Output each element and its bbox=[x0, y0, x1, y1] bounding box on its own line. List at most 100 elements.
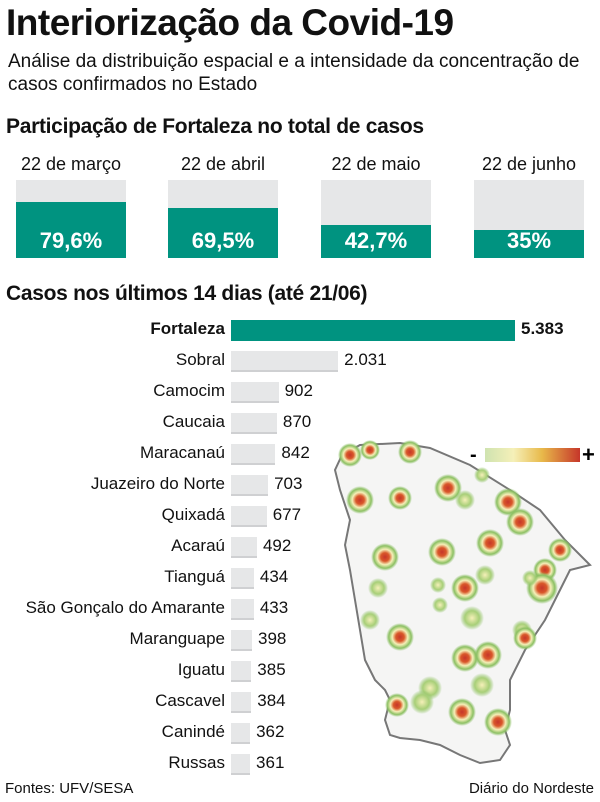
heat-spot bbox=[385, 693, 409, 717]
heat-spot bbox=[432, 597, 448, 613]
category-label: Fortaleza bbox=[150, 319, 225, 338]
bar-row: Fortaleza 5.383 bbox=[0, 318, 600, 342]
share-box: 35% bbox=[474, 180, 584, 258]
bar-row: Acaraú 492 bbox=[0, 535, 600, 559]
bar-row: Camocim 902 bbox=[0, 380, 600, 404]
bar-row: Maracanaú 842 bbox=[0, 442, 600, 466]
value-label: 362 bbox=[256, 722, 285, 741]
bar-row: São Gonçalo do Amarante 433 bbox=[0, 597, 600, 621]
heat-spot bbox=[474, 467, 490, 483]
category-label: Maranguape bbox=[129, 629, 225, 648]
bar bbox=[231, 754, 251, 775]
category-label: Canindé bbox=[161, 722, 225, 741]
category-label: São Gonçalo do Amarante bbox=[25, 598, 225, 617]
heat-spot bbox=[475, 565, 495, 585]
bar-row: Sobral 2.031 bbox=[0, 349, 600, 373]
value-label: 5.383 bbox=[521, 319, 564, 338]
heat-spot bbox=[506, 508, 534, 536]
source-note: Fontes: UFV/SESA bbox=[5, 780, 134, 797]
heat-spot bbox=[476, 529, 504, 557]
category-label: Sobral bbox=[175, 350, 225, 369]
bar bbox=[231, 506, 267, 527]
category-label: Juazeiro do Norte bbox=[90, 474, 225, 493]
category-label: Quixadá bbox=[161, 505, 225, 524]
heat-spot bbox=[451, 574, 479, 602]
value-label: 433 bbox=[259, 598, 289, 617]
heat-spot bbox=[470, 673, 494, 697]
heat-spot bbox=[448, 698, 476, 726]
value-label: 2.031 bbox=[344, 350, 387, 369]
bar bbox=[231, 723, 251, 744]
value-label: 434 bbox=[259, 567, 289, 586]
bar bbox=[231, 568, 254, 589]
heat-spot bbox=[360, 440, 380, 460]
category-label: Cascavel bbox=[155, 691, 225, 710]
category-label: Russas bbox=[168, 753, 225, 772]
legend-gradient bbox=[485, 448, 580, 462]
heat-spot bbox=[338, 443, 362, 467]
heat-spot bbox=[371, 543, 399, 571]
value-label: 384 bbox=[257, 691, 286, 710]
ceara-heatmap: - + bbox=[333, 440, 595, 765]
legend-max: + bbox=[582, 442, 595, 467]
bar bbox=[231, 351, 339, 372]
heat-spot bbox=[513, 626, 537, 650]
bar-row: Russas 361 bbox=[0, 752, 600, 776]
heat-spot bbox=[522, 570, 538, 586]
heat-spot bbox=[398, 440, 422, 464]
bar-row: Tianguá 434 bbox=[0, 566, 600, 590]
category-label: Caucaia bbox=[162, 412, 225, 431]
bar bbox=[231, 475, 269, 496]
value-label: 870 bbox=[282, 412, 312, 431]
value-label: 677 bbox=[272, 505, 302, 524]
share-box: 69,5% bbox=[168, 180, 278, 258]
heat-spot bbox=[360, 610, 380, 630]
bar-row: Canindé 362 bbox=[0, 721, 600, 745]
bar-row: Quixadá 677 bbox=[0, 504, 600, 528]
page-title: Interiorização da Covid-19 bbox=[6, 2, 454, 43]
value-label: 492 bbox=[262, 536, 292, 555]
category-label: Tianguá bbox=[164, 567, 225, 586]
heat-spot bbox=[388, 486, 412, 510]
bar bbox=[231, 320, 515, 341]
cases-chart-title: Casos nos últimos 14 dias (até 21/06) bbox=[6, 282, 368, 305]
share-chart-title: Participação de Fortaleza no total de ca… bbox=[6, 115, 424, 138]
data-label: 79,6% bbox=[39, 228, 103, 253]
data-label: 42,7% bbox=[344, 228, 408, 253]
tick-label: 22 de junho bbox=[481, 154, 577, 174]
bar bbox=[231, 630, 252, 651]
category-label: Camocim bbox=[153, 381, 225, 400]
heat-spot bbox=[434, 474, 462, 502]
legend-min: - bbox=[470, 444, 477, 466]
value-label: 398 bbox=[257, 629, 287, 648]
value-label: 385 bbox=[257, 660, 286, 679]
bar bbox=[231, 661, 252, 682]
share-box: 79,6% bbox=[16, 180, 126, 258]
heat-spot bbox=[548, 538, 572, 562]
category-label: Iguatu bbox=[177, 660, 225, 679]
bar-row: Juazeiro do Norte 703 bbox=[0, 473, 600, 497]
value-label: 902 bbox=[284, 381, 313, 400]
bar bbox=[231, 599, 254, 620]
heat-spot bbox=[455, 490, 475, 510]
heat-spot bbox=[428, 538, 456, 566]
bar bbox=[231, 537, 257, 558]
brand: Diário do Nordeste bbox=[468, 780, 594, 797]
data-label: 69,5% bbox=[191, 228, 255, 253]
tick-label: 22 de maio bbox=[331, 154, 421, 174]
share-bar bbox=[16, 202, 126, 258]
heat-spot bbox=[484, 708, 512, 736]
value-label: 361 bbox=[256, 753, 285, 772]
value-label: 703 bbox=[274, 474, 303, 493]
share-box: 42,7% bbox=[321, 180, 431, 258]
heat-spot bbox=[460, 606, 484, 630]
bar bbox=[231, 413, 277, 434]
bar-row: Iguatu 385 bbox=[0, 659, 600, 683]
bar bbox=[231, 444, 276, 465]
category-label: Maracanaú bbox=[139, 443, 225, 462]
share-bar bbox=[321, 225, 431, 258]
category-label: Acaraú bbox=[171, 536, 225, 555]
tick-label: 22 de abril bbox=[180, 154, 266, 174]
bar bbox=[231, 692, 252, 713]
heat-spot bbox=[451, 644, 479, 672]
